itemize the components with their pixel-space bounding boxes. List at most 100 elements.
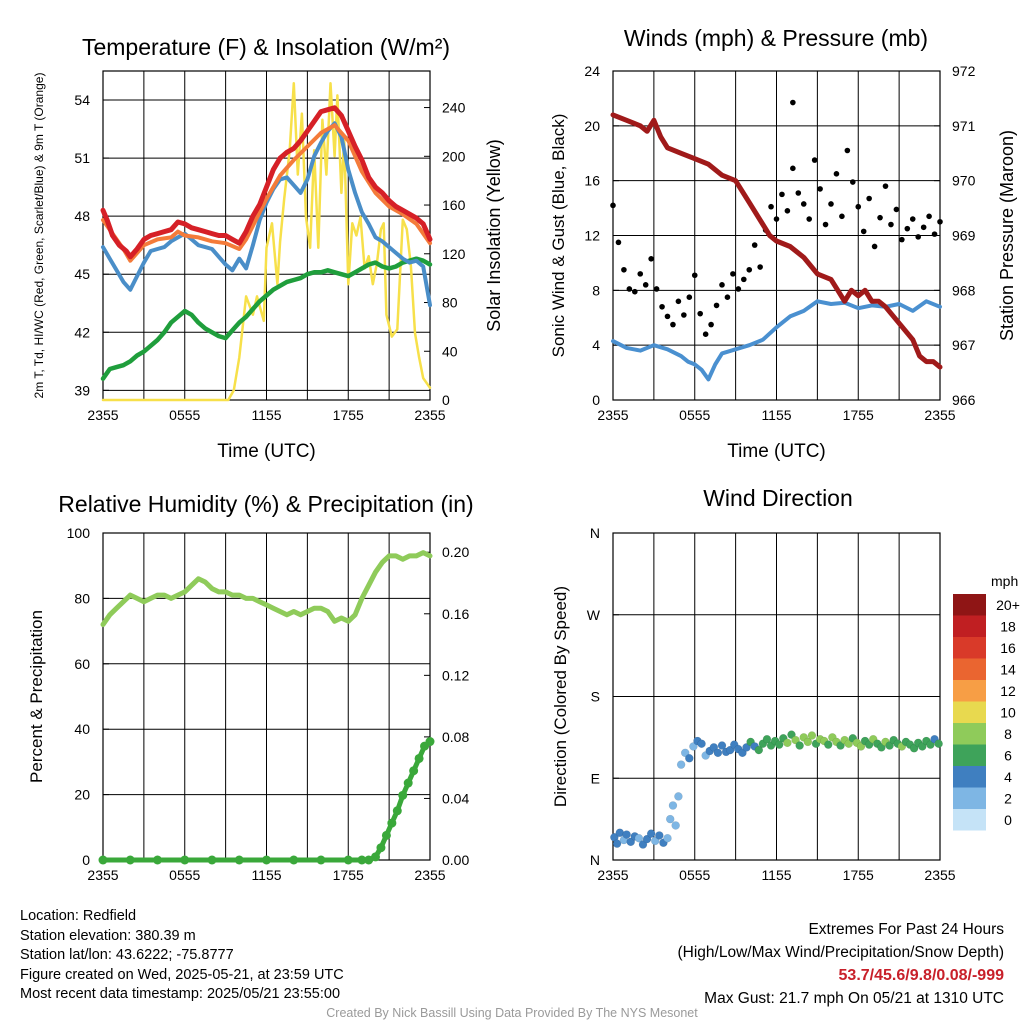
panel4-direction-point xyxy=(762,734,772,744)
panel3-y2tick-label: 0.08 xyxy=(442,729,469,745)
panel2-gust-point xyxy=(909,216,916,222)
panel2-ytick-label: 12 xyxy=(584,228,600,244)
panel1-y2tick-label: 200 xyxy=(442,148,466,164)
panel2-gust-point xyxy=(893,206,900,213)
station-info: Location: Redfield Station elevation: 38… xyxy=(20,907,344,1005)
panel2-gust-point xyxy=(637,271,644,277)
panel2-ylabel: Sonic Wind & Gust (Blue, Black) xyxy=(549,114,568,358)
panel2-gust-point xyxy=(844,147,851,154)
panel1-xtick-label: 2355 xyxy=(414,407,445,423)
panel4-direction-point xyxy=(738,748,747,758)
panel4-direction-point xyxy=(803,737,813,747)
colorbar-swatch xyxy=(953,615,986,637)
panel2-gust-point xyxy=(768,203,774,210)
panel2-gust-point xyxy=(931,231,938,237)
panel2-gust-point xyxy=(850,179,856,185)
panel4-direction-point xyxy=(650,836,660,846)
panel2-gust-point xyxy=(626,286,633,292)
panel2-gust-point xyxy=(610,202,616,209)
panel4-direction-point xyxy=(909,744,919,753)
colorbar-swatch xyxy=(953,680,986,702)
panel2-ytick-label: 8 xyxy=(592,282,600,298)
panel2-y2tick-label: 971 xyxy=(952,118,976,134)
panel4-direction-point xyxy=(934,739,943,748)
panel2-gust-point xyxy=(806,216,812,222)
panel2-gust-point xyxy=(877,214,883,221)
panel4-title: Wind Direction xyxy=(703,485,853,511)
colorbar-label: 16 xyxy=(1000,640,1016,656)
panel3-ytick-label: 20 xyxy=(74,787,90,803)
panel4-direction-point xyxy=(791,735,800,745)
panel2-gust-point xyxy=(899,236,905,243)
panel3-rh-series xyxy=(100,550,433,628)
colorbar-swatch xyxy=(953,701,986,723)
colorbar-label: 4 xyxy=(1004,769,1012,785)
panel2-gust-point xyxy=(664,313,671,320)
panel3-y2tick-label: 0.04 xyxy=(442,790,469,806)
panel3-ytick-label: 60 xyxy=(74,656,90,672)
elevation-text: Station elevation: 380.39 m xyxy=(20,927,196,944)
panel2-gust-point xyxy=(741,276,747,283)
panel2-gust-point xyxy=(839,213,845,220)
colorbar-label: 20+ xyxy=(996,597,1020,613)
panel2-gust-point xyxy=(735,286,742,292)
latlon-text: Station lat/lon: 43.6222; -75.8777 xyxy=(20,947,234,963)
panel3-ytick-label: 0 xyxy=(82,852,90,868)
panel2-gust-point xyxy=(866,195,872,202)
panel1-temp-series xyxy=(100,105,433,260)
panel4-direction-point xyxy=(725,745,735,755)
panel1-ytick-label: 42 xyxy=(74,324,90,340)
panel3-y2tick-label: 0.00 xyxy=(442,852,469,868)
panel1-y2tick-label: 0 xyxy=(442,392,450,408)
panel3-xtick-label: 1155 xyxy=(251,867,281,883)
panel4-direction-point xyxy=(918,742,927,751)
panel2-wind-series xyxy=(611,299,942,382)
panel1-xtick-label: 1155 xyxy=(251,407,281,423)
colorbar-swatch xyxy=(953,594,986,616)
colorbar-label: 18 xyxy=(1000,619,1016,635)
credit-text: Created By Nick Bassill Using Data Provi… xyxy=(326,1006,698,1020)
panel4-direction-point xyxy=(864,740,874,749)
panel4-xtick-label: 2355 xyxy=(597,867,628,883)
panel2-gust-point xyxy=(648,256,654,262)
panel4-ytick-label: E xyxy=(591,770,600,786)
panel4-direction-point xyxy=(622,830,631,839)
panel2-gust-point xyxy=(915,234,921,240)
panel3-y2tick-label: 0.12 xyxy=(442,667,469,683)
colorbar-label: 6 xyxy=(1004,748,1012,764)
panel2-y2tick-label: 968 xyxy=(952,282,976,298)
panel2-gust-point xyxy=(757,264,763,270)
panel1-ytick-label: 39 xyxy=(74,382,90,398)
panel2-gust-point xyxy=(751,242,758,248)
panel1-ytick-label: 48 xyxy=(74,208,90,224)
panel2-gust-point xyxy=(855,203,862,210)
panel2-gust-point xyxy=(926,213,932,220)
panel4-direction-point xyxy=(824,740,833,749)
panel3-y2tick-label: 0.20 xyxy=(442,544,469,560)
colorbar-label: 10 xyxy=(1000,705,1016,721)
panel2-gust-point xyxy=(697,310,703,317)
panel2-gust-point xyxy=(811,157,818,163)
panel4-direction-point xyxy=(926,740,935,749)
panel4-ytick-label: N xyxy=(590,852,600,868)
panel4-direction-point xyxy=(655,831,664,840)
panel4-direction-point xyxy=(717,741,727,750)
panel4-direction-point xyxy=(668,801,678,810)
colorbar-label: 0 xyxy=(1004,812,1012,828)
colorbar-swatch xyxy=(953,723,986,745)
panel4-direction-point xyxy=(885,741,894,750)
panel2-y2tick-label: 970 xyxy=(952,173,976,189)
panel2-gust-point xyxy=(675,298,682,305)
panel4-ytick-label: W xyxy=(587,607,601,623)
panel2-ytick-label: 16 xyxy=(584,173,600,189)
panel2-gust-point xyxy=(670,321,676,328)
panel2-gust-point xyxy=(659,303,665,310)
panel2-gust-point xyxy=(632,288,638,295)
panel1-y2tick-label: 120 xyxy=(442,246,466,262)
panel3-xtick-label: 0555 xyxy=(169,867,200,883)
panel2-gust-point xyxy=(828,201,834,207)
panel2-gust-point xyxy=(937,218,943,225)
panel3-title: Relative Humidity (%) & Precipitation (i… xyxy=(58,491,473,517)
panel4-xtick-label: 1155 xyxy=(761,867,791,883)
panel2-gust-point xyxy=(822,221,829,228)
